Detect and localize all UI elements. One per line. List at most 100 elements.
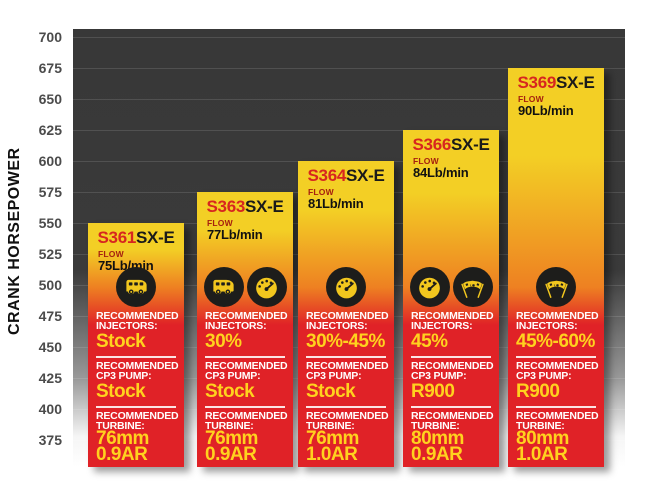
gauge-icon [326, 267, 366, 307]
injectors-label: RECOMMENDED INJECTORS: [306, 310, 389, 332]
cp3-pump-value: Stock [205, 381, 255, 402]
y-tick-label: 650 [38, 91, 62, 107]
usage-icons [88, 267, 184, 307]
bar-header: S363SX-E FLOW 77Lb/min [197, 192, 293, 242]
flow-value: 77Lb/min [207, 227, 263, 242]
turbine-label: RECOMMENDED TURBINE: [205, 410, 288, 432]
spec-sections: RECOMMENDED INJECTORS: 30% RECOMMENDED CP3… [197, 311, 293, 467]
model-number: S369 [517, 73, 557, 92]
y-tick-label: 400 [38, 401, 62, 417]
divider [411, 406, 491, 408]
divider [306, 406, 386, 408]
towing-icon [203, 267, 244, 307]
y-tick-label: 625 [38, 122, 62, 138]
divider [516, 356, 596, 358]
flow-value: 84Lb/min [413, 165, 469, 180]
turbine-size-value: 76mm [306, 428, 359, 449]
model-label: S364SX-E [298, 167, 394, 185]
turbine-label: RECOMMENDED TURBINE: [516, 410, 599, 432]
spec-sections: RECOMMENDED INJECTORS: Stock RECOMMENDED C… [88, 311, 184, 467]
turbine-ar-value: 0.9AR [411, 444, 463, 465]
bar-s363sx-e: S363SX-E FLOW 77Lb/min RECOMMENDED INJECT… [197, 192, 293, 467]
turbine-size-value: 80mm [411, 428, 464, 449]
bar-s364sx-e: S364SX-E FLOW 81Lb/min RECOMMENDED INJECT… [298, 161, 394, 467]
model-series: SX-E [346, 166, 385, 185]
cp3-pump-label: RECOMMENDED CP3 PUMP: [516, 360, 599, 382]
y-tick-label: 375 [38, 432, 62, 448]
injectors-label: RECOMMENDED INJECTORS: [205, 310, 288, 332]
divider [205, 406, 285, 408]
race-flags-icon [452, 267, 493, 307]
y-tick-label: 425 [38, 370, 62, 386]
injectors-label: RECOMMENDED INJECTORS: [411, 310, 494, 332]
towing-icon [116, 267, 156, 307]
y-tick-label: 675 [38, 60, 62, 76]
turbine-label: RECOMMENDED TURBINE: [96, 410, 179, 432]
spec-sections: RECOMMENDED INJECTORS: 45%-60% RECOMMENDE… [508, 311, 604, 467]
turbine-label: RECOMMENDED TURBINE: [306, 410, 389, 432]
injectors-label: RECOMMENDED INJECTORS: [96, 310, 179, 332]
injectors-value: 30% [205, 331, 242, 352]
divider [96, 356, 176, 358]
model-series: SX-E [556, 73, 595, 92]
usage-icons [403, 267, 499, 307]
model-number: S364 [307, 166, 347, 185]
bar-s361sx-e: S361SX-E FLOW 75Lb/min RECOMMENDED INJECT… [88, 223, 184, 467]
divider [96, 406, 176, 408]
gridline [73, 37, 625, 38]
cp3-pump-value: Stock [96, 381, 146, 402]
cp3-pump-value: Stock [306, 381, 356, 402]
model-series: SX-E [245, 197, 284, 216]
model-label: S369SX-E [508, 74, 604, 92]
turbine-size-value: 76mm [96, 428, 149, 449]
cp3-pump-value: R900 [516, 381, 560, 402]
gauge-icon [246, 267, 287, 307]
y-tick-label: 450 [38, 339, 62, 355]
spec-sections: RECOMMENDED INJECTORS: 45% RECOMMENDED CP3… [403, 311, 499, 467]
turbine-ar-value: 0.9AR [205, 444, 257, 465]
flow-label: FLOW [518, 94, 544, 104]
turbine-size-value: 76mm [205, 428, 258, 449]
y-tick-label: 500 [38, 277, 62, 293]
race-flags-icon [536, 267, 576, 307]
model-number: S366 [412, 135, 452, 154]
model-series: SX-E [451, 135, 490, 154]
y-tick-label: 600 [38, 153, 62, 169]
y-tick-label: 550 [38, 215, 62, 231]
injectors-label: RECOMMENDED INJECTORS: [516, 310, 599, 332]
bar-s369sx-e: S369SX-E FLOW 90Lb/min RECOMMENDED INJECT… [508, 68, 604, 467]
injectors-value: 30%-45% [306, 331, 385, 352]
plot-area: S361SX-E FLOW 75Lb/min RECOMMENDED INJECT… [73, 29, 625, 467]
cp3-pump-label: RECOMMENDED CP3 PUMP: [96, 360, 179, 382]
usage-icons [508, 267, 604, 307]
bar-header: S361SX-E FLOW 75Lb/min [88, 223, 184, 273]
flow-value: 90Lb/min [518, 103, 574, 118]
injectors-value: 45% [411, 331, 448, 352]
turbine-size-value: 80mm [516, 428, 569, 449]
model-number: S361 [97, 228, 137, 247]
y-tick-label: 700 [38, 29, 62, 45]
cp3-pump-label: RECOMMENDED CP3 PUMP: [205, 360, 288, 382]
gridline [73, 99, 625, 100]
injectors-value: 45%-60% [516, 331, 595, 352]
turbine-label: RECOMMENDED TURBINE: [411, 410, 494, 432]
flow-block: FLOW 81Lb/min [298, 185, 394, 211]
y-tick-label: 475 [38, 308, 62, 324]
y-tick-label: 575 [38, 184, 62, 200]
bar-header: S366SX-E FLOW 84Lb/min [403, 130, 499, 180]
flow-value: 81Lb/min [308, 196, 364, 211]
usage-icons [197, 267, 293, 307]
bar-header: S369SX-E FLOW 90Lb/min [508, 68, 604, 118]
flow-label: FLOW [207, 218, 233, 228]
model-series: SX-E [136, 228, 175, 247]
model-number: S363 [206, 197, 246, 216]
cp3-pump-label: RECOMMENDED CP3 PUMP: [306, 360, 389, 382]
divider [411, 356, 491, 358]
flow-block: FLOW 84Lb/min [403, 154, 499, 180]
divider [516, 406, 596, 408]
spec-sections: RECOMMENDED INJECTORS: 30%-45% RECOMMENDE… [298, 311, 394, 467]
flow-label: FLOW [98, 249, 124, 259]
injectors-value: Stock [96, 331, 146, 352]
usage-icons [298, 267, 394, 307]
